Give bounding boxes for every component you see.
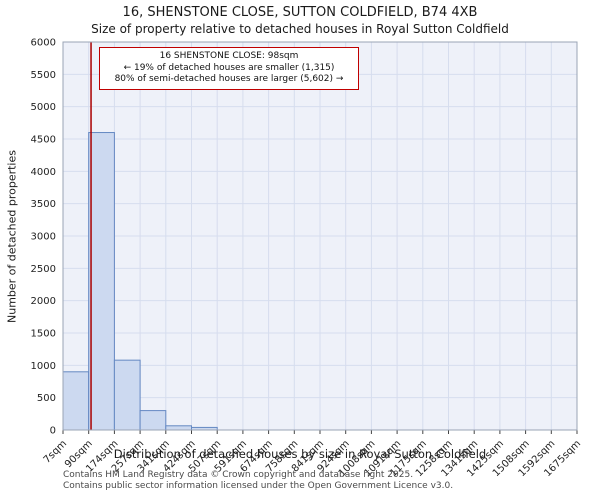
svg-text:2500: 2500 [31,264,56,275]
svg-text:3500: 3500 [31,199,56,210]
chart-subtitle: Size of property relative to detached ho… [91,22,509,36]
svg-text:5000: 5000 [31,102,56,113]
svg-text:4000: 4000 [31,167,56,178]
svg-text:1000: 1000 [31,361,56,372]
footer-copyright-line: Contains HM Land Registry data © Crown c… [63,470,414,480]
footer-licence-line: Contains public sector information licen… [63,481,454,491]
svg-text:6000: 6000 [31,38,56,49]
svg-text:3000: 3000 [31,232,56,243]
x-axis-label: Distribution of detached houses by size … [113,447,487,461]
y-axis-label: Number of detached properties [5,150,19,323]
svg-text:0: 0 [50,426,56,437]
annotation-box: 16 SHENSTONE CLOSE: 98sqm ← 19% of detac… [99,47,359,91]
svg-text:2000: 2000 [31,296,56,307]
annotation-property-line: 16 SHENSTONE CLOSE: 98sqm [159,51,299,61]
svg-text:1500: 1500 [31,329,56,340]
annotation-smaller-line: ← 19% of detached houses are smaller (1,… [123,62,335,73]
svg-text:500: 500 [37,393,56,404]
annotation-larger-line: 80% of semi-detached houses are larger (… [114,74,344,85]
svg-text:4500: 4500 [31,135,56,146]
chart-title: 16, SHENSTONE CLOSE, SUTTON COLDFIELD, B… [122,5,478,20]
svg-text:5500: 5500 [31,70,56,81]
